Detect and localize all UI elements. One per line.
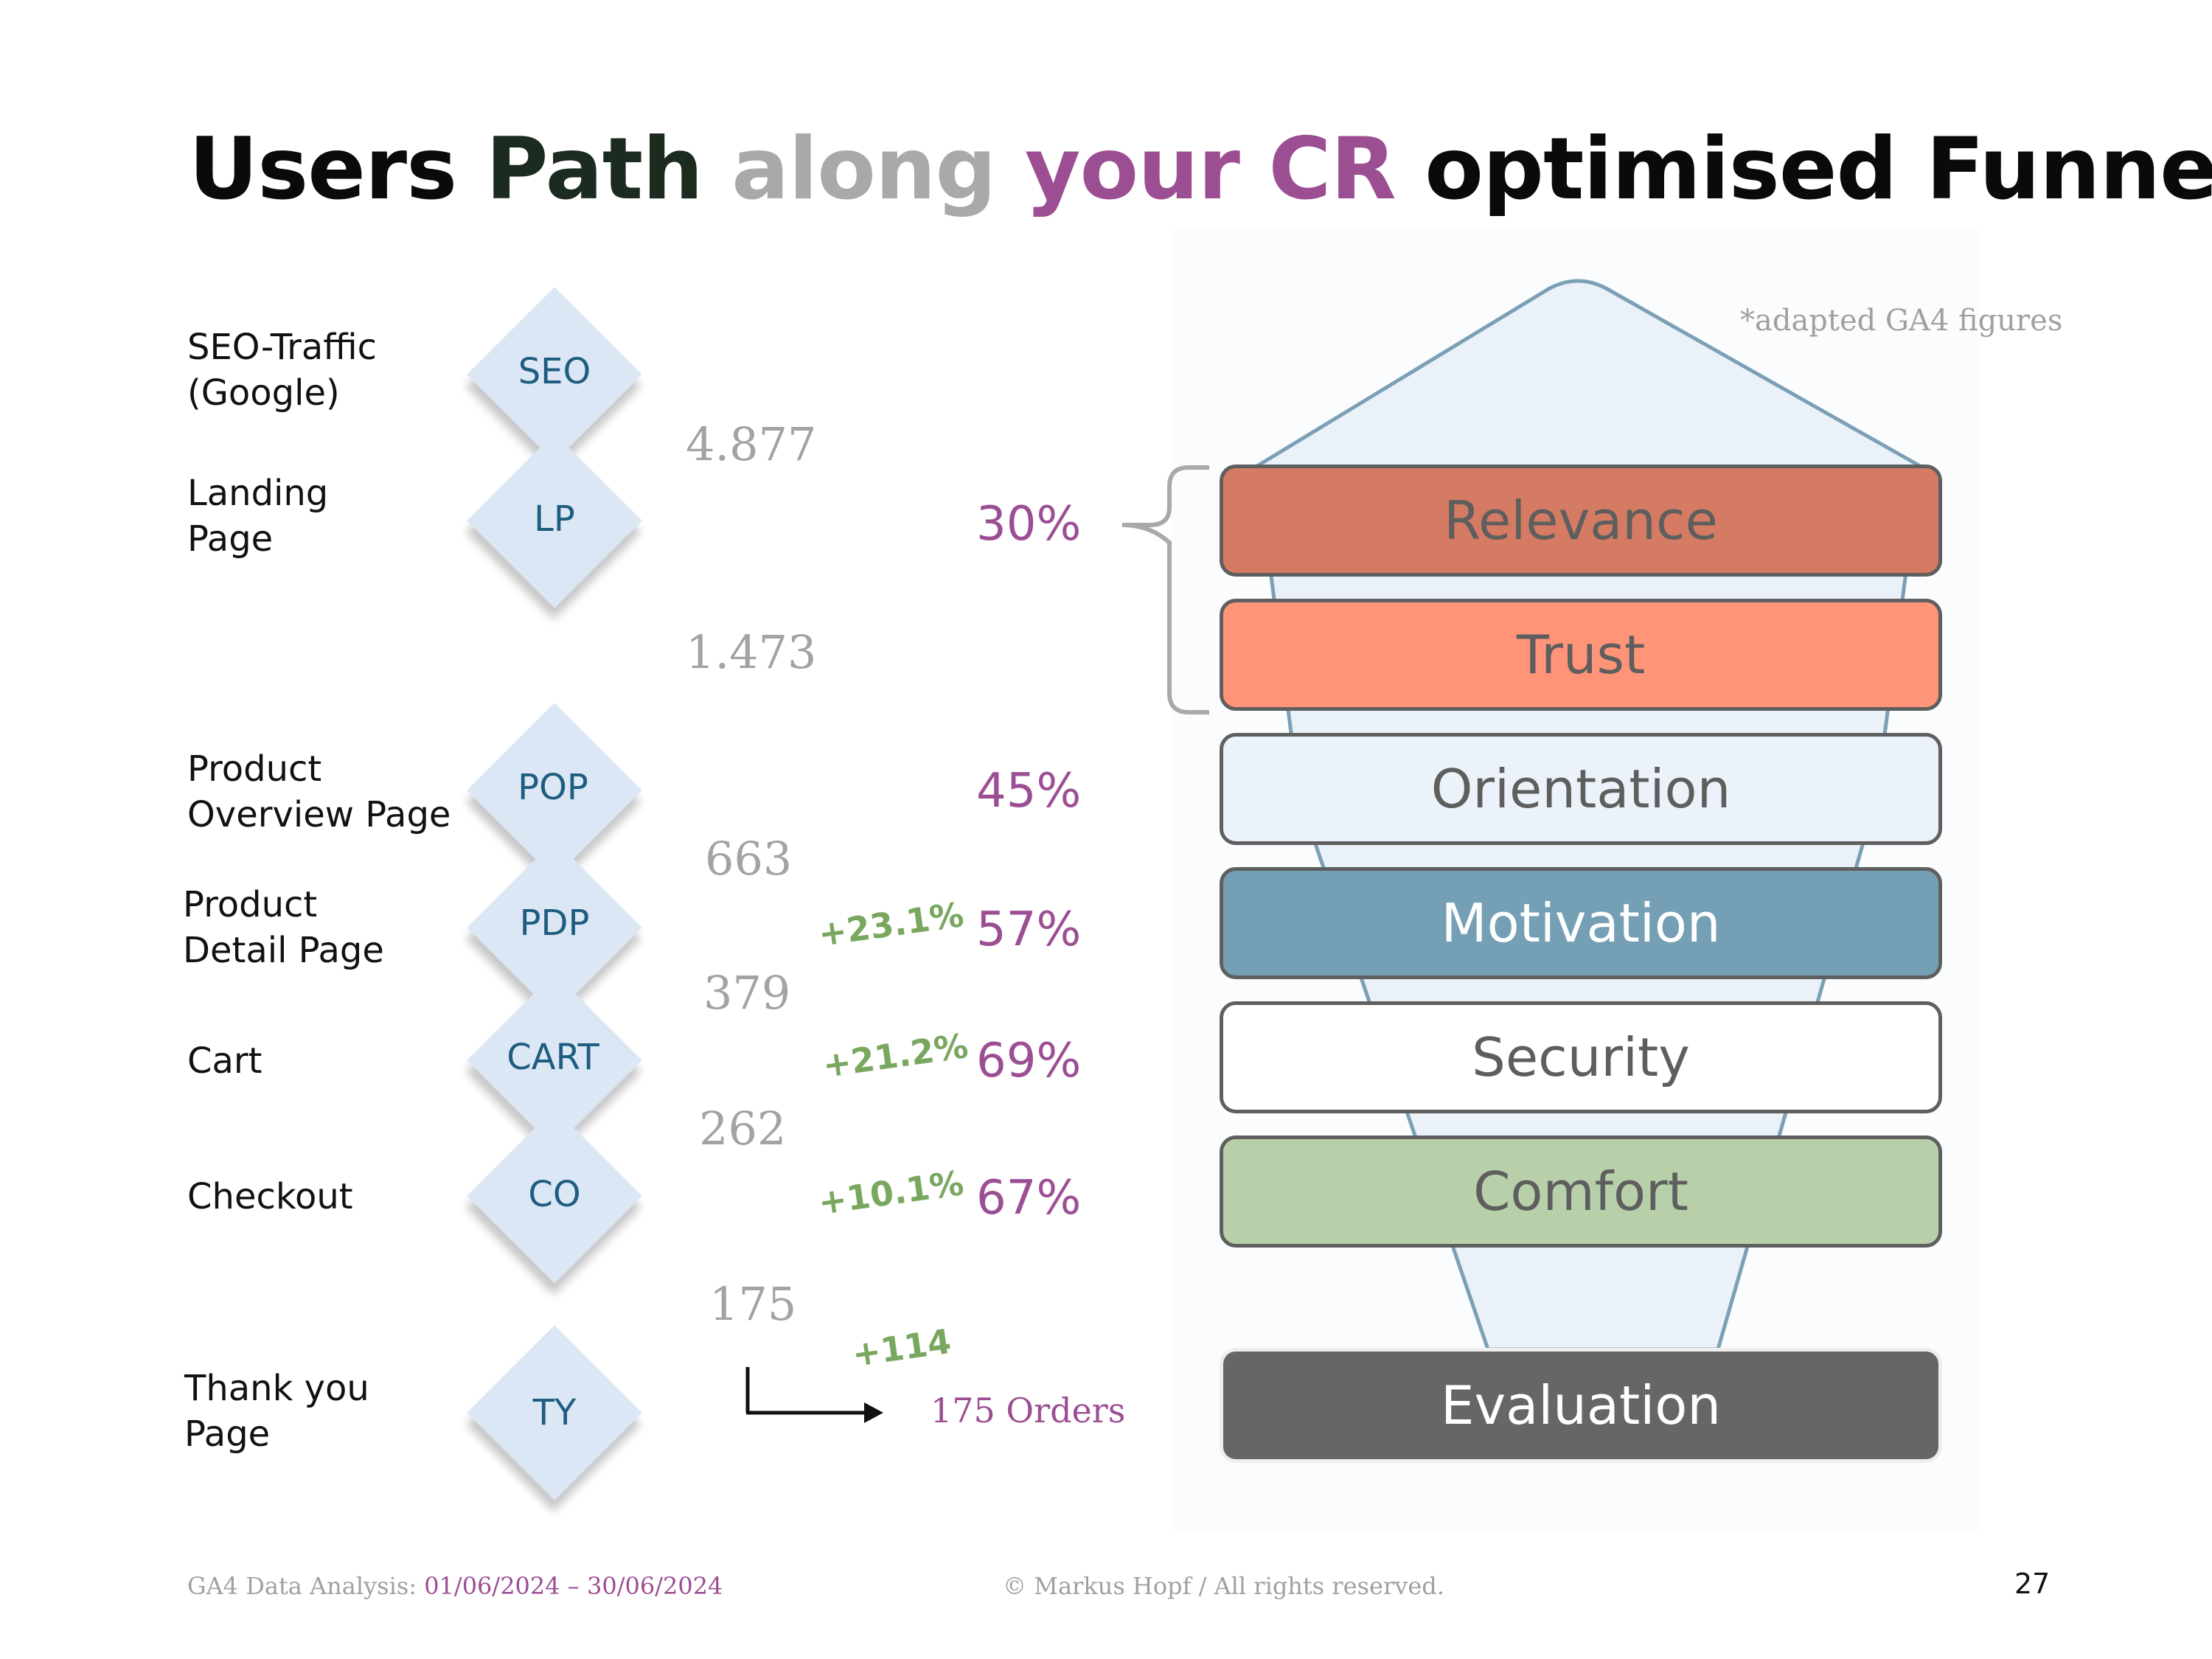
stage-label-line: Detail Page (183, 930, 384, 971)
funnel-box-security: Security (1220, 1001, 1942, 1113)
stage-label-line: Checkout (187, 1176, 353, 1217)
stage-label-checkout: Checkout (187, 1174, 353, 1220)
stage-code-ty: TY (532, 1392, 577, 1433)
stage-label-lp: Landing Page (187, 470, 328, 562)
footer-analysis-label: GA4 Data Analysis: (187, 1572, 425, 1600)
funnel-box-trust: Trust (1220, 599, 1942, 711)
stage-label-line: Landing (187, 473, 329, 514)
stage-code-cart: CART (507, 1037, 599, 1078)
title-part-funnel: optimised Funnel (1395, 119, 2212, 219)
rate-lp: 30% (976, 497, 1082, 552)
page-number: 27 (2014, 1568, 2051, 1600)
stage-label-line: (Google) (187, 372, 340, 414)
title-part-users: Users (189, 119, 486, 219)
funnel-label-orientation: Orientation (1430, 758, 1731, 820)
funnel-label-trust: Trust (1516, 624, 1646, 686)
stage-label-line: Product (183, 884, 318, 925)
stage-label-line: Cart (187, 1040, 262, 1082)
rate-pop: 45% (976, 764, 1082, 818)
funnel-box-relevance: Relevance (1220, 465, 1942, 577)
count-pdp-to-cart: 379 (703, 966, 791, 1020)
stage-label-cart: Cart (187, 1038, 262, 1084)
stage-label-line: Thank you (184, 1368, 369, 1409)
count-seo-to-lp: 4.877 (686, 417, 817, 471)
stage-label-line: SEO-Traffic (187, 327, 378, 368)
stage-label-pop: Product Overview Page (187, 746, 451, 838)
stage-label-line: Product (187, 748, 322, 790)
rate-pdp: 57% (976, 902, 1082, 957)
count-co-to-ty: 175 (709, 1277, 797, 1331)
rate-cart: 69% (976, 1034, 1082, 1088)
stage-label-seo: SEO-Traffic (Google) (187, 324, 377, 416)
rate-co: 67% (976, 1171, 1082, 1225)
orders-label: 175 Orders (931, 1391, 1126, 1430)
count-lp-to-pop: 1.473 (686, 625, 817, 679)
stage-label-line: Page (187, 518, 274, 560)
title-part-along: along (702, 119, 1025, 219)
title-part-path: Path (485, 119, 703, 219)
funnel-label-relevance: Relevance (1444, 490, 1718, 552)
title-part-your-cr: your CR (1024, 119, 1397, 219)
stage-code-seo: SEO (518, 351, 591, 392)
funnel-label-evaluation: Evaluation (1441, 1374, 1721, 1436)
footer-copyright: © Markus Hopf / All rights reserved. (1003, 1572, 1444, 1600)
stage-code-pdp: PDP (519, 902, 590, 944)
count-pop-to-pdp: 663 (705, 832, 793, 886)
footer-analysis: GA4 Data Analysis: 01/06/2024 – 30/06/20… (187, 1572, 723, 1600)
count-cart-to-co: 262 (699, 1102, 787, 1155)
stage-label-ty: Thank you Page (184, 1366, 369, 1457)
stage-code-pop: POP (518, 767, 588, 808)
adapted-figures-note: *adapted GA4 figures (1740, 304, 2063, 338)
funnel-label-security: Security (1472, 1026, 1690, 1088)
stage-label-pdp: Product Detail Page (183, 882, 384, 973)
funnel-box-comfort: Comfort (1220, 1135, 1942, 1248)
stage-label-line: Page (184, 1413, 271, 1455)
funnel-label-comfort: Comfort (1473, 1161, 1688, 1222)
funnel-box-evaluation: Evaluation (1220, 1348, 1942, 1463)
stage-code-lp: LP (534, 498, 575, 540)
footer-analysis-range: 01/06/2024 – 30/06/2024 (424, 1572, 723, 1600)
stage-label-line: Overview Page (187, 794, 451, 835)
stage-code-co: CO (528, 1174, 581, 1215)
funnel-box-orientation: Orientation (1220, 733, 1942, 845)
funnel-label-motivation: Motivation (1441, 892, 1721, 954)
page-title: Users Path along your CR optimised Funne… (189, 119, 2212, 219)
funnel-box-motivation: Motivation (1220, 867, 1942, 979)
